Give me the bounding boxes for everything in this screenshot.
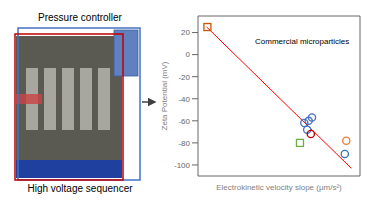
- svg-text:-40: -40: [178, 95, 190, 104]
- svg-text:Zeta Potential (mV): Zeta Potential (mV): [160, 61, 169, 130]
- svg-text:-100: -100: [174, 161, 191, 170]
- svg-text:20: 20: [181, 28, 190, 37]
- svg-text:0: 0: [186, 50, 191, 59]
- svg-text:-80: -80: [178, 139, 190, 148]
- svg-text:High voltage sequencer: High voltage sequencer: [27, 183, 133, 194]
- svg-text:-60: -60: [178, 117, 190, 126]
- svg-text:Pressure controller: Pressure controller: [38, 12, 123, 23]
- svg-text:Electrokinetic velocity slope: Electrokinetic velocity slope (μm/s²): [216, 183, 342, 192]
- svg-text:-20: -20: [178, 73, 190, 82]
- svg-text:Commercial microparticles: Commercial microparticles: [255, 37, 349, 46]
